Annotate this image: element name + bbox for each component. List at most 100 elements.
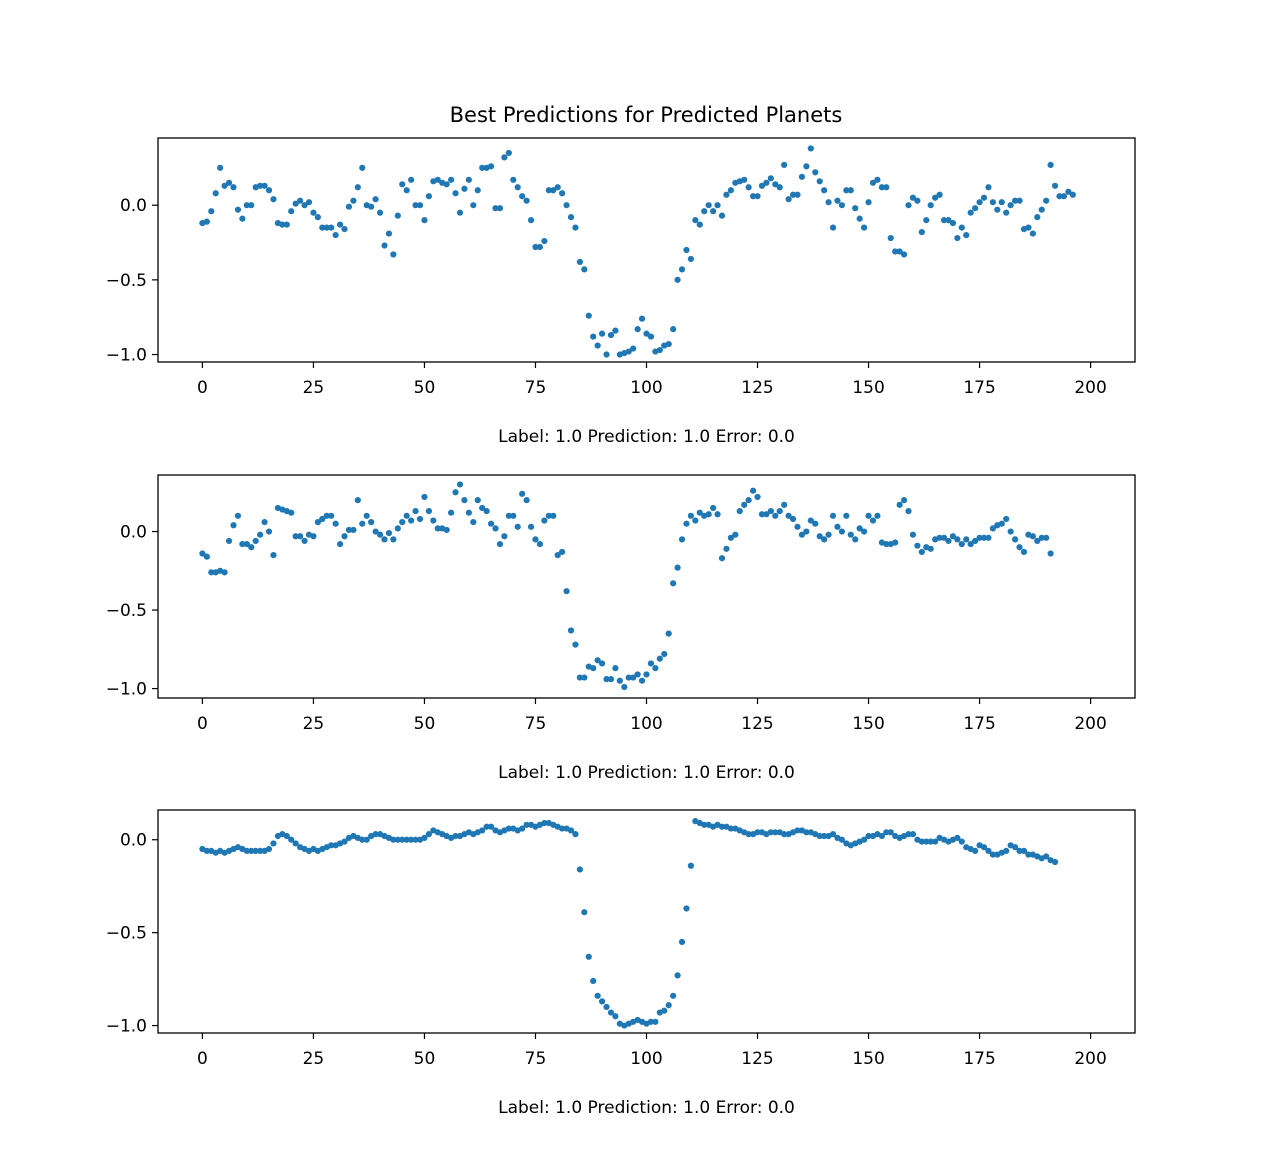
- data-point: [834, 197, 841, 204]
- data-point: [745, 831, 752, 838]
- plot-frame: [157, 137, 1136, 363]
- data-point: [567, 827, 575, 834]
- data-point: [896, 501, 903, 508]
- data-point: [297, 533, 304, 540]
- data-point: [869, 517, 877, 524]
- data-point: [243, 541, 250, 548]
- data-point: [763, 179, 770, 186]
- data-point: [972, 847, 979, 854]
- data-point: [656, 346, 663, 354]
- data-point: [670, 326, 677, 333]
- data-point: [927, 545, 934, 552]
- x-tick-label: 125: [741, 378, 773, 398]
- data-point: [696, 509, 703, 516]
- data-point: [319, 515, 326, 523]
- data-point: [297, 197, 304, 204]
- data-point: [1034, 214, 1041, 221]
- data-point: [1065, 188, 1072, 195]
- data-point: [980, 194, 988, 201]
- data-point: [909, 531, 917, 538]
- data-point: [416, 202, 424, 209]
- data-point: [474, 187, 481, 194]
- data-point: [456, 481, 464, 488]
- data-point: [923, 217, 930, 224]
- x-tick-label: 75: [525, 378, 547, 398]
- data-point: [1060, 193, 1068, 200]
- data-point: [714, 511, 721, 518]
- data-point: [829, 224, 837, 231]
- data-point: [727, 534, 734, 541]
- data-point: [874, 512, 881, 519]
- data-point: [359, 164, 366, 171]
- data-point: [678, 536, 686, 543]
- data-point: [927, 838, 934, 845]
- data-point: [923, 838, 930, 845]
- data-point: [803, 829, 810, 836]
- data-point: [412, 202, 419, 209]
- data-point: [283, 832, 290, 840]
- data-point: [1069, 191, 1076, 198]
- data-point: [323, 512, 330, 519]
- data-point: [603, 676, 610, 683]
- data-point: [279, 221, 286, 228]
- x-tick-label: 175: [963, 714, 995, 734]
- data-point: [479, 504, 486, 512]
- data-point: [363, 836, 370, 843]
- data-point: [816, 533, 823, 540]
- data-point: [918, 838, 925, 845]
- data-point: [763, 511, 770, 518]
- data-point: [741, 176, 748, 183]
- data-point: [949, 220, 957, 227]
- data-point: [425, 508, 432, 515]
- data-point: [754, 193, 761, 200]
- data-point: [465, 509, 472, 516]
- data-point: [425, 831, 432, 838]
- data-point: [736, 508, 743, 515]
- x-tick-label: 25: [303, 378, 325, 398]
- data-point: [288, 509, 295, 516]
- data-point: [203, 847, 210, 854]
- data-point: [505, 512, 512, 519]
- data-point: [989, 199, 996, 206]
- data-point: [545, 187, 552, 194]
- data-point: [838, 528, 846, 535]
- data-point: [1012, 844, 1019, 851]
- data-point: [630, 674, 637, 681]
- data-point: [305, 199, 313, 206]
- data-point: [381, 242, 388, 249]
- data-point: [789, 191, 797, 198]
- data-point: [492, 205, 499, 212]
- data-point: [408, 176, 415, 183]
- x-tick-label: 25: [303, 714, 325, 734]
- x-axis-label: Label: 1.0 Prediction: 1.0 Error: 0.0: [498, 763, 795, 783]
- x-tick-label: 150: [852, 378, 884, 398]
- data-point: [248, 847, 255, 854]
- data-point: [576, 258, 583, 266]
- x-tick-label: 175: [963, 1049, 995, 1069]
- data-point: [496, 541, 504, 548]
- data-point: [674, 276, 681, 283]
- x-tick-label: 125: [741, 714, 773, 734]
- data-point: [940, 217, 948, 224]
- data-point: [976, 199, 983, 206]
- data-point: [634, 326, 641, 333]
- plot-frame: [157, 809, 1136, 1034]
- data-point: [625, 674, 632, 681]
- data-point: [341, 838, 348, 845]
- data-point: [781, 831, 788, 838]
- data-point: [421, 493, 428, 501]
- data-point: [345, 526, 353, 534]
- data-point: [310, 209, 317, 216]
- data-point: [354, 184, 361, 191]
- data-point: [678, 938, 686, 946]
- data-point: [572, 224, 579, 231]
- data-point: [585, 312, 592, 319]
- data-point: [687, 862, 695, 869]
- data-point: [625, 348, 632, 355]
- data-point: [581, 909, 588, 916]
- data-point: [559, 190, 566, 197]
- data-point: [385, 230, 393, 237]
- y-tick-label: −1.0: [106, 680, 147, 700]
- data-point: [821, 187, 828, 194]
- data-point: [336, 541, 344, 548]
